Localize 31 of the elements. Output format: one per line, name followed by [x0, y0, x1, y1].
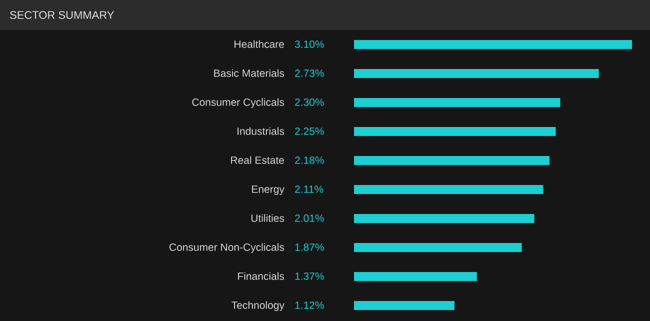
data-label: 2.73%: [295, 69, 324, 77]
data-label: 2.11%: [295, 185, 324, 193]
bar: [354, 272, 477, 282]
y-tick-label: Healthcare: [234, 40, 284, 48]
data-label: 1.87%: [295, 243, 324, 251]
data-label: 3.10%: [294, 40, 324, 48]
bar: [354, 156, 550, 166]
bar: [354, 214, 534, 224]
data-label: 2.25%: [295, 127, 324, 135]
y-tick-label: Industrials: [238, 127, 284, 135]
bar: [354, 69, 599, 78]
bar: [354, 301, 454, 310]
data-label: 2.30%: [295, 98, 324, 106]
bar: [354, 243, 522, 252]
y-tick-label: Financials: [238, 272, 284, 280]
y-tick-label: Technology: [232, 301, 284, 311]
bar: [354, 40, 632, 50]
y-tick-label: Real Estate: [231, 156, 284, 164]
y-tick-label: Basic Materials: [214, 69, 284, 77]
data-label: 2.18%: [295, 156, 324, 164]
text: SECTOR SUMMARY: [10, 11, 114, 19]
y-tick-label: Consumer Cyclicals: [192, 98, 284, 108]
y-tick-label: Consumer Non-Cyclicals: [169, 243, 284, 253]
y-tick-label: Energy: [252, 186, 284, 195]
bar: [354, 98, 560, 108]
data-label: 1.37%: [295, 272, 324, 280]
bar: [354, 185, 544, 194]
data-label: 1.12%: [295, 301, 324, 309]
y-tick-label: Utilities: [251, 214, 284, 222]
bar: [354, 127, 556, 136]
data-label: 2.01%: [295, 214, 324, 222]
